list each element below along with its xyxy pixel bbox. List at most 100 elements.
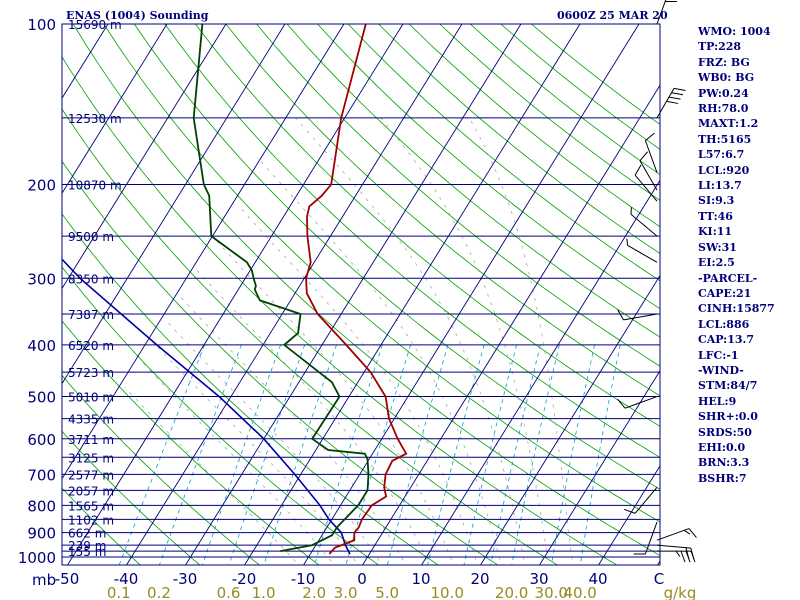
- mixing-ratio-line: [463, 344, 517, 565]
- height-label: 6520 m: [68, 339, 114, 353]
- height-label: 1565 m: [68, 499, 114, 513]
- height-label: 1102 m: [68, 513, 114, 527]
- parcel-trace: [62, 258, 351, 555]
- moist-adiabat: [150, 338, 359, 565]
- temperature-tick-label: -50: [55, 570, 80, 588]
- height-label: 155 m: [68, 545, 106, 559]
- dry-adiabat: [195, 24, 660, 427]
- dry-adiabat: [256, 24, 660, 367]
- mixing-ratio-line: [345, 344, 411, 565]
- isotherm: [0, 24, 49, 568]
- dry-adiabat: [133, 24, 660, 490]
- index-line: EI:2.5: [698, 256, 735, 270]
- temperature-tick-label: 30: [529, 570, 548, 588]
- mixing-ratio-line: [427, 344, 485, 565]
- barb-flag: [617, 309, 624, 321]
- isotherm-lines: [0, 24, 660, 568]
- pressure-tick-label: 300: [27, 270, 56, 288]
- index-line: TT:46: [698, 209, 733, 223]
- mixing-ratio-label: 5.0: [375, 584, 399, 600]
- height-label: 8350 m: [68, 272, 114, 286]
- barb-shaft: [624, 396, 658, 409]
- height-label: 239 m: [68, 539, 106, 553]
- wind-barb: [634, 164, 658, 202]
- stability-indices-panel: WMO: 1004 TP:228 FRZ: BG WB0: BG PW:0.24 RH:7…: [698, 24, 775, 486]
- wind-barb: [656, 87, 686, 119]
- mixing-ratio-line: [228, 344, 306, 565]
- dry-adiabat: [62, 374, 260, 565]
- dry-adiabat: [164, 24, 660, 458]
- isobar-lines: [62, 23, 660, 558]
- temperature-unit-label: C: [654, 570, 664, 588]
- moist-adiabat: [212, 235, 455, 565]
- barb-shaft: [656, 528, 690, 541]
- sounding-time: 0600Z 25 MAR 20: [557, 9, 668, 22]
- height-label: 12530 m: [68, 112, 122, 126]
- dry-adiabat: [72, 24, 660, 557]
- index-line: WMO: 1004: [698, 25, 771, 38]
- barb-flag: [675, 550, 681, 557]
- index-line: EHI:0.0: [698, 440, 746, 454]
- height-label: 2577 m: [68, 468, 114, 482]
- barb-flag: [690, 547, 695, 560]
- moist-adiabat: [177, 292, 407, 565]
- barb-flag: [688, 528, 697, 538]
- wind-barb: [656, 528, 697, 541]
- mixing-ratio-line: [118, 344, 205, 565]
- moist-adiabat: [259, 159, 502, 565]
- index-line: -WIND-: [698, 363, 744, 377]
- index-line: SI:9.3: [698, 194, 735, 208]
- temperature-tick-label: 40: [588, 570, 607, 588]
- wind-barb: [617, 309, 658, 321]
- mixing-ratio-line: [490, 344, 541, 565]
- mixing-ratio-label: 30.0: [535, 584, 568, 600]
- height-label: 7387 m: [68, 308, 114, 322]
- wind-barb: [639, 151, 658, 191]
- mixing-ratio-line: [158, 344, 242, 565]
- barb-flag: [639, 151, 648, 162]
- barb-flag: [617, 398, 626, 409]
- sounding-title: ENAS (1004) Sounding: [66, 9, 209, 22]
- moist-adiabat: [380, 117, 550, 565]
- index-line: LCL:886: [698, 317, 750, 331]
- height-label: 15690 m: [68, 18, 122, 32]
- temperature-tick-label: 0: [357, 570, 367, 588]
- isotherm: [62, 24, 286, 385]
- height-label: 5723 m: [68, 366, 114, 380]
- index-line: RH:78.0: [698, 102, 749, 116]
- index-line: LFC:-1: [698, 348, 739, 362]
- barb-shaft: [634, 174, 658, 202]
- moist-adiabat: [124, 386, 300, 565]
- pressure-tick-label: 200: [27, 176, 56, 194]
- index-line: KI:11: [698, 225, 733, 239]
- barb-shaft: [634, 486, 658, 514]
- dry-adiabat: [62, 266, 380, 565]
- isotherm: [67, 24, 404, 565]
- barb-flag: [626, 238, 629, 246]
- mixing-ratio-unit-label: g/kg: [664, 584, 697, 600]
- index-line: FRZ: BG: [698, 55, 750, 69]
- index-line: CINH:15877: [698, 302, 775, 316]
- dry-adiabat: [286, 24, 660, 338]
- isotherm: [185, 24, 522, 565]
- index-line: MAXT:1.2: [698, 117, 759, 131]
- pressure-unit-label: mb: [32, 571, 56, 589]
- height-label: 9500 m: [68, 230, 114, 244]
- dry-adiabat: [103, 24, 660, 523]
- barb-flag: [673, 87, 686, 91]
- height-label: 4335 m: [68, 413, 114, 427]
- pressure-tick-label: 700: [27, 466, 56, 484]
- barb-shaft: [644, 140, 658, 173]
- barb-flag: [671, 92, 684, 96]
- mixing-ratio-label: 0.2: [147, 584, 171, 600]
- barb-flag: [685, 547, 690, 560]
- mixing-ratio-label: 20.0: [495, 584, 528, 600]
- index-line: LI:13.7: [698, 179, 742, 193]
- barb-flag: [683, 529, 691, 535]
- wind-barb: [633, 521, 658, 555]
- temperature-tick-label: -20: [232, 570, 257, 588]
- temperature-tick-label: 10: [411, 570, 430, 588]
- barb-flag: [623, 508, 636, 514]
